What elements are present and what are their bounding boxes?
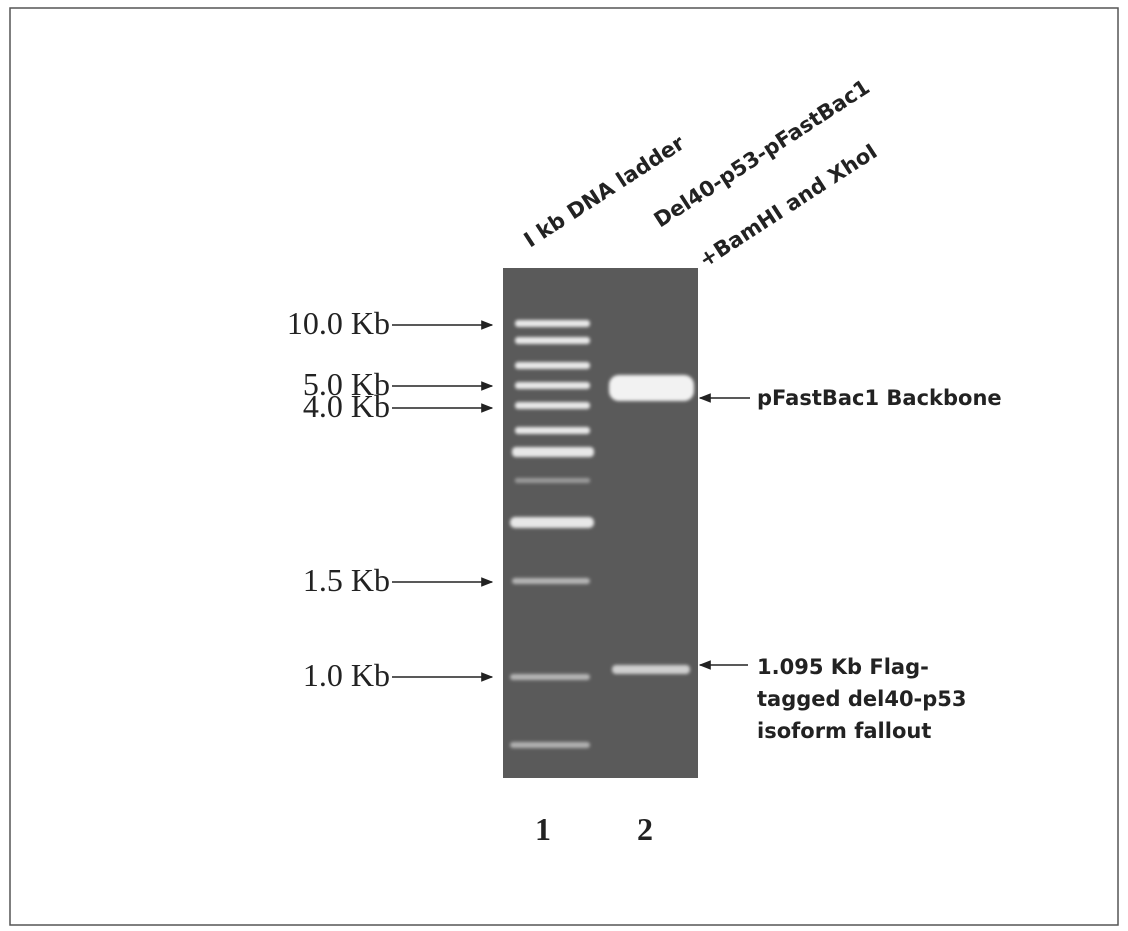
annotation: tagged del40-p53	[757, 687, 967, 711]
lane-number: 1	[535, 811, 551, 847]
size-marker: 1.0 Kb	[303, 657, 390, 693]
size-marker: 1.5 Kb	[303, 562, 390, 598]
annotation: 1.095 Kb Flag-	[757, 655, 929, 679]
figure: I kb DNA ladderDel40-p53-pFastBac1+BamHI…	[0, 0, 1128, 931]
size-marker: 10.0 Kb	[287, 305, 390, 341]
lane-label: +BamHI and XhoI	[695, 139, 882, 272]
lane-number: 2	[637, 811, 653, 847]
annotation: isoform fallout	[757, 719, 931, 743]
lane-label: I kb DNA ladder	[520, 130, 690, 252]
gel	[503, 268, 698, 778]
size-marker: 4.0 Kb	[303, 388, 390, 424]
annotation: pFastBac1 Backbone	[757, 386, 1002, 410]
